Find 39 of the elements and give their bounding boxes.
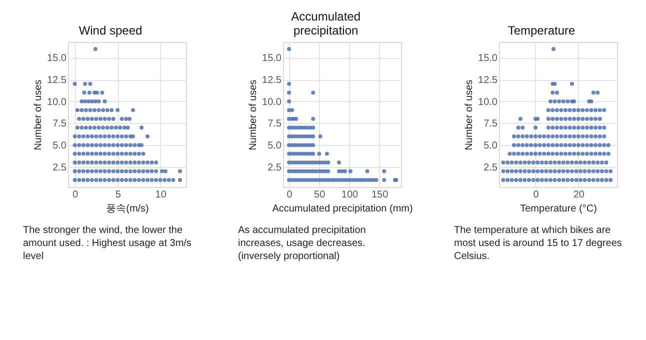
x-tick-label: 0 (72, 190, 79, 200)
y-tick-label: 15.0 (478, 53, 498, 64)
y-tick-label: 5.0 (484, 140, 498, 152)
chart-title: Temperature (508, 24, 576, 38)
x-tick-label: 10 (155, 190, 167, 200)
x-axis-title: Temperature (°C) (520, 204, 597, 214)
y-tick-label: 2.5 (52, 162, 67, 174)
y-tick-label: 10.0 (262, 96, 282, 108)
y-axis-title: Number of uses (464, 80, 476, 150)
y-tick-label: 7.5 (484, 118, 498, 130)
text: As accumulated precipitation increases, usage decreases. (inversely proportional) (238, 225, 366, 262)
y-tick-label: 10.0 (478, 96, 498, 108)
y-tick-label: 12.5 (262, 75, 282, 86)
y-axis-title: Number of uses (248, 80, 260, 150)
y-tick-label: 12.5 (478, 75, 498, 86)
y-tick-label: 12.5 (47, 75, 67, 86)
y-tick-label: 7.5 (52, 118, 67, 130)
y-tick-label: 7.5 (268, 118, 282, 130)
chart-title: Wind speed (78, 24, 142, 38)
y-tick-label: 5.0 (52, 140, 67, 152)
x-tick-label: 50 (314, 190, 326, 200)
x-tick-label: 5 (115, 190, 122, 200)
x-tick-label: 0 (533, 190, 540, 200)
y-tick-label: 5.0 (268, 140, 282, 152)
y-tick-label: 15.0 (47, 53, 67, 64)
x-tick-label: 150 (371, 190, 389, 200)
y-tick-label: 2.5 (268, 162, 282, 174)
x-tick-label: 0 (286, 190, 293, 200)
x-tick-label: 100 (341, 190, 359, 200)
y-tick-label: 2.5 (484, 162, 498, 174)
x-axis-title: 풍속(m/s) (106, 204, 149, 214)
text: The temperature at which bikes are most used is around 15 to 17 degrees Celsius. (454, 225, 622, 262)
y-tick-label: 15.0 (262, 53, 282, 64)
text: The stronger the wind, the lower the amount used. : Highest usage at 3m/s level (23, 225, 192, 262)
y-tick-label: 10.0 (47, 96, 67, 108)
chart-title: Accumulated precipitation (291, 10, 361, 38)
y-axis-title: Number of uses (33, 80, 44, 150)
x-axis-title: Accumulated precipitation (mm) (272, 204, 413, 214)
x-tick-label: 20 (573, 190, 585, 200)
